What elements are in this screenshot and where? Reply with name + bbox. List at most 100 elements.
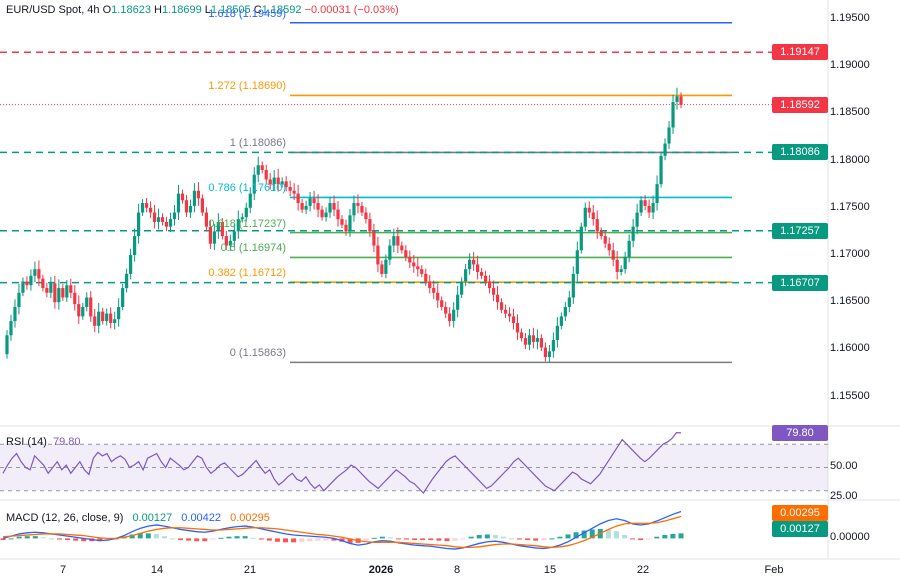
candle-body	[316, 203, 320, 210]
candle-body	[176, 193, 181, 213]
candle-body	[13, 306, 17, 322]
candle-body	[643, 200, 647, 206]
fib-label-0: 1.618 (1.19459)	[208, 7, 286, 20]
candle-body	[105, 313, 109, 322]
macd-hist-bar	[460, 538, 466, 540]
macd-hist-bar	[581, 530, 587, 539]
candle-body	[384, 259, 388, 274]
candle-body	[152, 212, 157, 222]
candle-body	[503, 309, 508, 314]
candle-body	[188, 205, 193, 213]
low-value: 1.18505	[210, 4, 251, 16]
macd-hist-bar	[347, 538, 353, 543]
macd-hist-bar	[605, 529, 611, 539]
candle-body	[77, 304, 81, 317]
candle-body	[228, 240, 232, 246]
rsi-tag: 79.80	[772, 424, 828, 441]
candle-body	[93, 316, 97, 326]
macd-hist-bar	[73, 538, 79, 541]
candle-body	[144, 203, 149, 208]
candle-body	[655, 184, 659, 204]
macd-legend: MACD (12, 26, close, 9) 0.00127 0.00422 …	[6, 512, 276, 524]
candle-body	[296, 193, 300, 204]
candle-body	[168, 219, 173, 227]
candle-body	[372, 231, 376, 246]
macd-hist-bar	[242, 536, 248, 539]
candle-body	[140, 203, 145, 213]
macd-hist-bar	[557, 536, 563, 539]
candle-body	[531, 335, 536, 342]
macd-hist-bar	[331, 538, 337, 541]
candle-body	[667, 127, 671, 144]
macd-hist-bar	[589, 529, 595, 539]
macd-hist-bar	[57, 538, 62, 540]
candle-body	[280, 181, 284, 185]
macd-hist-bar	[274, 538, 280, 542]
candle-body	[320, 209, 324, 218]
macd-hist-bar	[0, 538, 6, 541]
candle-body	[448, 313, 452, 322]
candle-body	[603, 236, 607, 244]
candle-body	[599, 231, 603, 237]
macd-value: 0.00127	[132, 512, 173, 524]
candle-body	[89, 297, 93, 317]
macd-hist-bar	[210, 538, 216, 540]
macd-hist-bar	[622, 535, 627, 539]
signal-line	[2, 515, 682, 549]
candle-body	[49, 283, 53, 293]
macd-hist-bar	[468, 536, 474, 539]
candle-body	[404, 250, 408, 257]
macd-hist-bar	[105, 538, 111, 541]
candle-body	[156, 217, 161, 222]
candle-body	[487, 281, 492, 289]
high-label: H	[154, 4, 162, 16]
candle-body	[547, 351, 551, 357]
candle-body	[460, 281, 464, 295]
candle-body	[356, 203, 360, 206]
rsi-value: 79.80	[52, 436, 81, 448]
candle-body	[65, 285, 69, 298]
level-tag-0: 1.19147	[772, 44, 828, 61]
macd-hist-bar	[250, 537, 256, 539]
macd-hist-bar	[32, 536, 38, 539]
rsi-legend: RSI (14) 79.80	[6, 436, 87, 448]
macd-hist-bar	[379, 536, 385, 539]
candle-body	[340, 219, 344, 225]
macd-hist-bar	[525, 538, 531, 541]
candle-body	[464, 269, 468, 282]
candle-body	[396, 236, 400, 246]
candle-body	[148, 207, 153, 213]
macd-label: MACD (12, 26, close, 9)	[6, 512, 124, 524]
macd-hist-bar	[533, 538, 539, 541]
macd-hist-bar	[186, 538, 192, 541]
candle-body	[164, 221, 169, 227]
level-tag-2: 1.17257	[772, 222, 828, 239]
close-value: 1.18592	[261, 4, 302, 16]
candle-body	[376, 245, 380, 265]
time-tick-0: 7	[59, 564, 67, 576]
chart-header: EUR/USD Spot, 4h O1.18623 H1.18699 L1.18…	[6, 4, 399, 16]
candle-body	[607, 243, 611, 251]
candle-body	[160, 217, 165, 222]
macd-hist-bar	[48, 538, 54, 540]
candle-body	[611, 250, 615, 260]
candle-body	[9, 321, 13, 336]
candle-body	[444, 306, 448, 314]
macd-hist-bar	[549, 538, 555, 540]
macd-hist-bar	[509, 538, 514, 540]
candle-body	[276, 177, 280, 185]
candle-body	[360, 205, 364, 213]
candle-body	[69, 285, 73, 293]
candle-body	[587, 207, 591, 213]
macd-hist-bar	[444, 538, 450, 542]
macd-tick-0: 0.00000	[830, 531, 870, 544]
candle-body	[563, 306, 567, 317]
macd-hist-bar	[541, 538, 547, 541]
candle-body	[432, 288, 436, 293]
macd-hist-bar	[613, 531, 619, 539]
candle-body	[29, 275, 33, 286]
candle-body	[436, 292, 440, 301]
candle-body	[184, 200, 189, 213]
macd-hist-bar	[194, 538, 200, 542]
